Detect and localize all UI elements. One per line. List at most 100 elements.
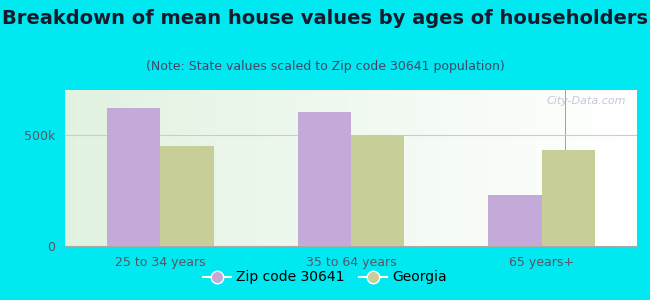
Bar	[402, 90, 406, 246]
Bar	[348, 90, 351, 246]
Bar	[603, 90, 606, 246]
Bar	[116, 90, 120, 246]
Bar	[517, 90, 520, 246]
Bar	[523, 90, 525, 246]
Bar	[563, 90, 566, 246]
Bar	[205, 90, 208, 246]
Bar	[491, 90, 494, 246]
Bar	[482, 90, 486, 246]
Bar	[351, 135, 404, 246]
Bar	[291, 90, 294, 246]
Bar	[474, 90, 477, 246]
Bar	[388, 90, 391, 246]
Bar	[339, 90, 343, 246]
Bar	[508, 90, 511, 246]
Bar	[391, 90, 394, 246]
Bar	[549, 90, 551, 246]
Bar	[592, 90, 594, 246]
Bar	[162, 90, 165, 246]
Bar	[486, 90, 488, 246]
Bar	[177, 90, 179, 246]
Bar	[428, 90, 431, 246]
Bar	[314, 90, 317, 246]
Bar	[631, 90, 634, 246]
Bar	[534, 90, 537, 246]
Bar	[582, 90, 586, 246]
Bar	[322, 90, 325, 246]
Bar	[551, 90, 554, 246]
Bar	[268, 90, 271, 246]
Bar	[111, 90, 114, 246]
Bar	[71, 90, 73, 246]
Bar	[354, 90, 357, 246]
Bar	[454, 90, 457, 246]
Bar	[274, 90, 277, 246]
Bar	[541, 150, 595, 246]
Bar	[306, 90, 308, 246]
Legend: Zip code 30641, Georgia: Zip code 30641, Georgia	[198, 265, 452, 290]
Bar	[525, 90, 528, 246]
Bar	[148, 90, 151, 246]
Text: Breakdown of mean house values by ages of householders: Breakdown of mean house values by ages o…	[2, 9, 648, 28]
Bar	[545, 90, 549, 246]
Bar	[296, 90, 300, 246]
Bar	[597, 90, 600, 246]
Bar	[251, 90, 254, 246]
Bar	[406, 90, 408, 246]
Bar	[606, 90, 608, 246]
Bar	[194, 90, 196, 246]
Bar	[368, 90, 371, 246]
Bar	[377, 90, 380, 246]
Bar	[511, 90, 514, 246]
Bar	[445, 90, 448, 246]
Bar	[188, 90, 191, 246]
Bar	[239, 90, 242, 246]
Bar	[308, 90, 311, 246]
Bar	[520, 90, 523, 246]
Bar	[431, 90, 434, 246]
Bar	[568, 90, 571, 246]
Bar	[414, 90, 417, 246]
Bar	[331, 90, 334, 246]
Bar	[82, 90, 85, 246]
Bar	[394, 90, 396, 246]
Text: City-Data.com: City-Data.com	[546, 96, 625, 106]
Bar	[88, 90, 91, 246]
Bar	[439, 90, 443, 246]
Bar	[107, 108, 161, 246]
Text: (Note: State values scaled to Zip code 30641 population): (Note: State values scaled to Zip code 3…	[146, 60, 504, 73]
Bar	[400, 90, 402, 246]
Bar	[488, 195, 541, 246]
Bar	[600, 90, 603, 246]
Bar	[211, 90, 214, 246]
Bar	[422, 90, 425, 246]
Bar	[325, 90, 328, 246]
Bar	[566, 90, 568, 246]
Bar	[65, 90, 68, 246]
Bar	[443, 90, 445, 246]
Bar	[634, 90, 637, 246]
Bar	[343, 90, 345, 246]
Bar	[531, 90, 534, 246]
Bar	[171, 90, 174, 246]
Bar	[554, 90, 557, 246]
Bar	[68, 90, 71, 246]
Bar	[317, 90, 320, 246]
Bar	[434, 90, 437, 246]
Bar	[248, 90, 251, 246]
Bar	[79, 90, 82, 246]
Bar	[623, 90, 625, 246]
Bar	[328, 90, 331, 246]
Bar	[457, 90, 460, 246]
Bar	[200, 90, 202, 246]
Bar	[182, 90, 185, 246]
Bar	[577, 90, 580, 246]
Bar	[142, 90, 145, 246]
Bar	[620, 90, 623, 246]
Bar	[311, 90, 314, 246]
Bar	[625, 90, 629, 246]
Bar	[357, 90, 359, 246]
Bar	[257, 90, 259, 246]
Bar	[302, 90, 305, 246]
Bar	[629, 90, 631, 246]
